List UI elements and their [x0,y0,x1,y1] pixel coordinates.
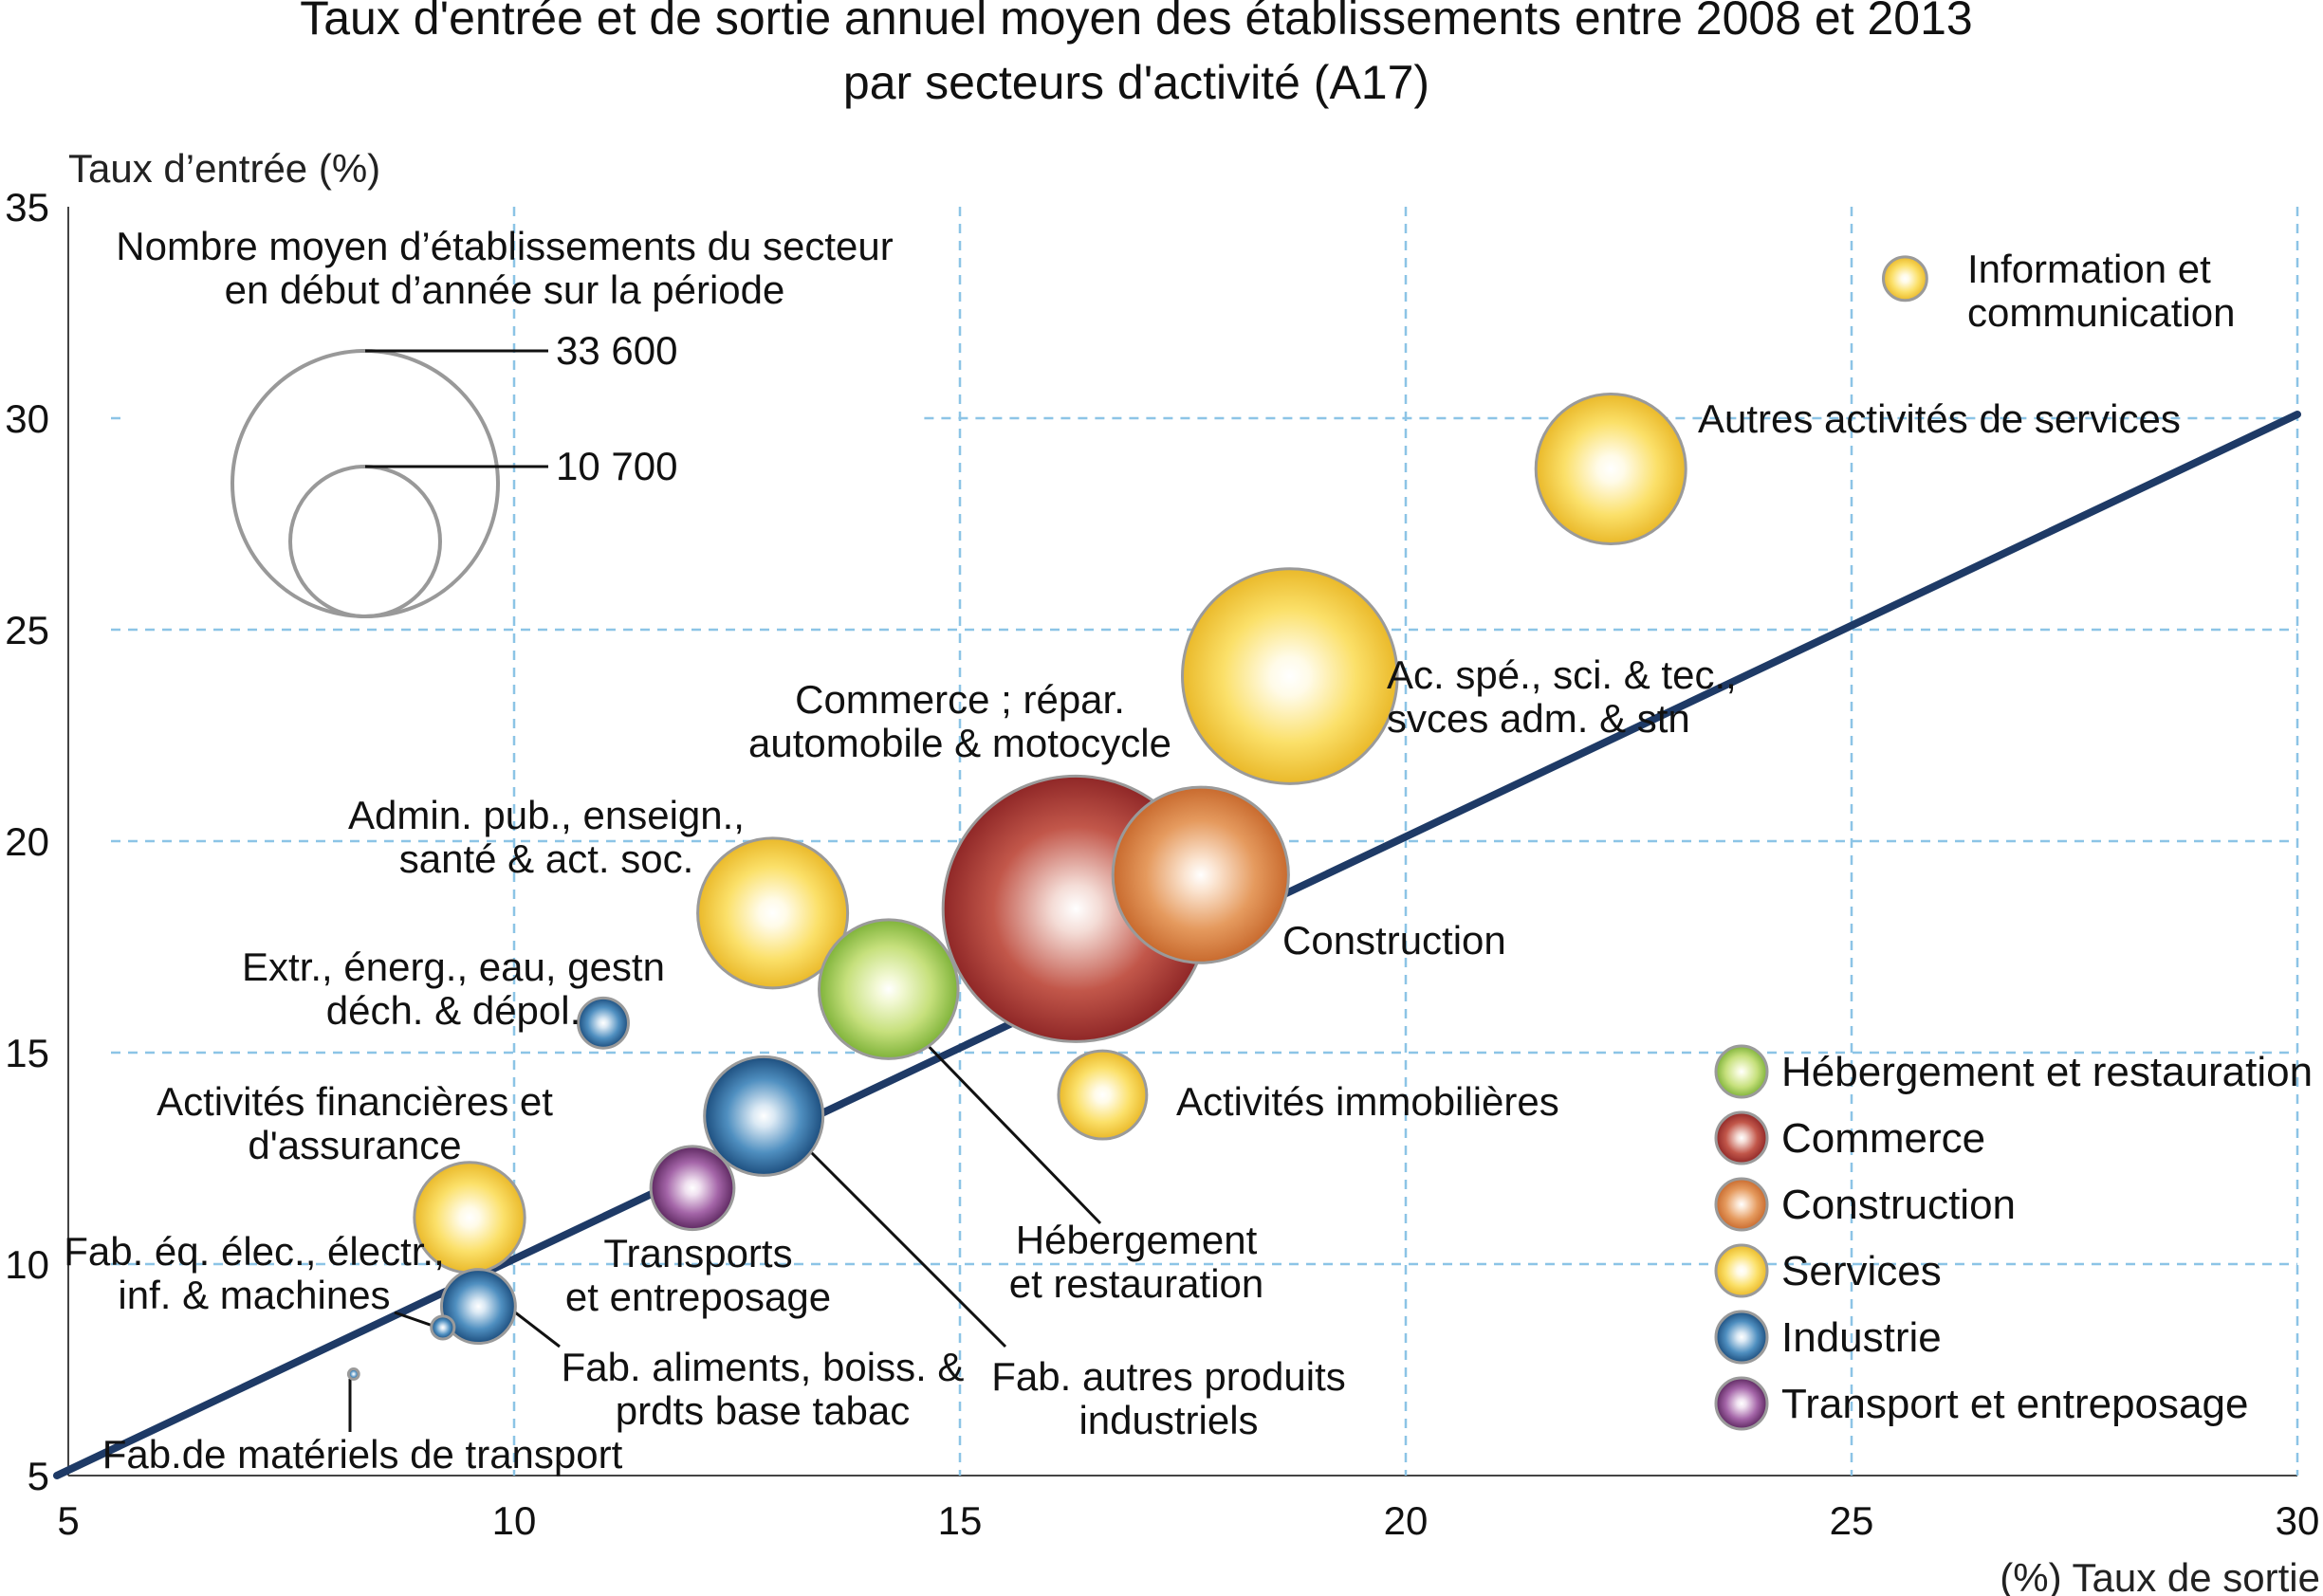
label-information-et-communication: Information et communication [1967,247,2235,335]
size-legend: Nombre moyen d’établissements du secteur… [116,224,894,619]
label-admin-pub-enseign-sante-act-soc: Admin. pub., enseign., santé & act. soc. [348,793,745,881]
label-autres-activites-de-services: Autres activités de services [1698,396,2181,441]
bubble-extr-energ-eau-gestn-dech-depol [577,996,630,1050]
label-activites-immobilieres: Activités immobilières [1176,1079,1559,1124]
bubble-admin-pub-enseign-sante-act-soc [696,836,850,990]
y-tick-label: 30 [5,396,49,441]
x-axis-title: (%) Taux de sortie [2000,1555,2320,1596]
data-bubbles [346,255,1928,1381]
legend-label-construction: Construction [1781,1182,2016,1228]
legend-label-services: Services [1781,1248,1942,1294]
legend-swatch-industrie [1714,1310,1769,1365]
label-construction: Construction [1282,918,1506,963]
bubble-transports-et-entreposage [649,1145,736,1232]
size-legend-value: 33 600 [556,328,677,373]
y-tick-label: 20 [5,819,49,864]
label-leader-lines [348,1032,1102,1432]
label-fab-de-materiels-de-transport: Fab.de matériels de transport [102,1432,623,1477]
size-legend-circle [287,464,443,619]
chart-title-line-1: Taux d'entrée et de sortie annuel moyen … [300,0,1972,45]
label-ac-spe-sci-tec-svces-adm-stn: Ac. spé., sci. & tec., svces adm. & stn [1387,652,1737,741]
legend-swatch-services [1714,1243,1769,1298]
bubble-ac-spe-sci-tec-svces-adm-stn [1181,567,1399,785]
label-commerce-repar-automobile-motocycle: Commerce ; répar. automobile & motocycle [748,677,1171,765]
category-legend: Hébergement et restauration Commerce Const… [1714,1044,2313,1431]
y-tick-label: 5 [28,1454,49,1498]
label-activites-financieres-et-d-assurance: Activités financières et d'assurance [157,1079,553,1167]
size-legend-title: Nombre moyen d’établissements du secteur… [116,224,893,312]
bubble-fab-eq-elec-electr-inf-machines [430,1314,456,1341]
x-tick-label: 30 [2276,1498,2320,1543]
label-extr-energ-eau-gestn-dech-depol: Extr., énerg., eau, gestn déch. & dépol. [242,945,665,1033]
bubble-hebergement-et-restauration [818,918,960,1060]
y-tick-label: 25 [5,608,49,652]
legend-swatch-hebergement [1714,1044,1769,1099]
leader-line [801,1142,1007,1348]
x-tick-label: 10 [492,1498,537,1543]
leader-line [914,1032,1102,1225]
label-fab-aliments-boiss-prdts-base-tabac: Fab. aliments, boiss. & prdts base tabac [562,1345,965,1433]
bubble-activites-immobilieres [1057,1049,1149,1141]
leader-line [509,1307,561,1348]
chart-title-line-2: par secteurs d'activité (A17) [843,56,1429,109]
bubble-construction [1111,785,1290,964]
y-tick-label: 35 [5,185,49,229]
x-tick-label: 25 [1830,1498,1874,1543]
bubble-fab-autres-produits-industriels [703,1055,825,1177]
y-tick-label: 10 [5,1242,49,1287]
label-transports-et-entreposage: Transports et entreposage [565,1231,831,1319]
legend-label-commerce: Commerce [1781,1115,1985,1162]
size-legend-value: 10 700 [556,444,677,488]
data-labels: Information et communication Autres activi… [64,247,2235,1477]
label-fab-eq-elec-electr-inf-machines: Fab. éq. élec., électr., inf. & machines [64,1229,445,1317]
legend-swatch-construction [1714,1177,1769,1232]
x-tick-label: 20 [1384,1498,1429,1543]
x-tick-label: 5 [57,1498,79,1543]
legend-label-transport: Transport et entreposage [1781,1381,2248,1427]
label-hebergement-et-restauration: Hébergement et restauration [1009,1218,1264,1306]
axis-ticks: 5 10 15 20 25 30 5 10 15 20 25 30 35 [5,185,2319,1543]
x-tick-label: 15 [938,1498,983,1543]
bubble-fab-de-materiels-de-transport [346,1367,360,1381]
legend-label-hebergement: Hébergement et restauration [1781,1049,2313,1095]
legend-swatch-transport [1714,1376,1769,1431]
legend-swatch-commerce [1714,1110,1769,1165]
label-fab-autres-produits-industriels: Fab. autres produits industriels [991,1354,1346,1442]
y-tick-label: 15 [5,1031,49,1075]
bubble-fab-aliments-boiss-prdts-base-tabac [439,1268,517,1346]
size-legend-circle [230,349,500,618]
bubble-autres-activites-de-services [1534,393,1687,546]
bubble-information-et-communication [1881,255,1928,303]
legend-label-industrie: Industrie [1781,1314,1942,1361]
y-axis-title: Taux d’entrée (%) [68,146,380,191]
